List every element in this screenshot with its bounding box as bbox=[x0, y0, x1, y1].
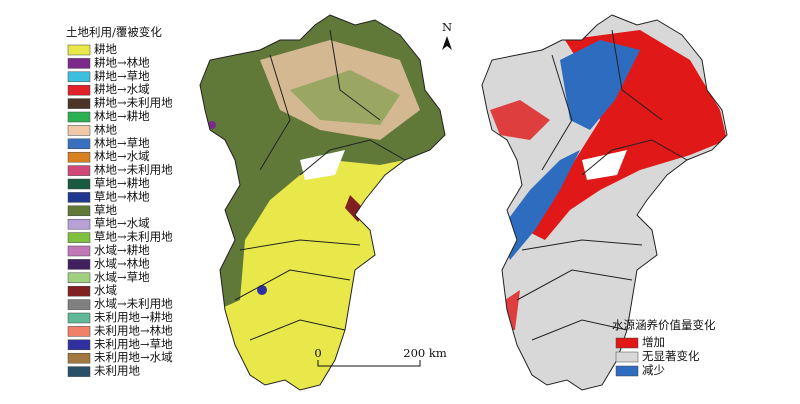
water-value-map bbox=[481, 14, 728, 391]
scale-end: 200 km bbox=[403, 346, 447, 360]
legend-swatch bbox=[615, 337, 639, 349]
legend-label: 水域→耕地 bbox=[94, 243, 150, 257]
legend-swatch bbox=[67, 326, 91, 337]
legend-swatch bbox=[67, 98, 91, 109]
legend-swatch bbox=[615, 351, 639, 363]
legend-label: 水域 bbox=[94, 283, 117, 297]
legend-label: 未利用地→水域 bbox=[94, 350, 173, 364]
legend-swatch bbox=[67, 71, 91, 83]
legend-swatch bbox=[67, 84, 91, 96]
legend-swatch bbox=[67, 111, 91, 123]
legend-label: 水域→未利用地 bbox=[94, 297, 173, 311]
legend-swatch bbox=[67, 44, 91, 56]
legend-swatch bbox=[615, 365, 639, 377]
legend-swatch bbox=[67, 151, 91, 163]
legend-swatch bbox=[67, 125, 91, 136]
legend-label: 未利用地→草地 bbox=[94, 337, 173, 351]
legend-swatch bbox=[67, 366, 91, 377]
legend-swatch bbox=[67, 259, 91, 270]
legend-swatch bbox=[67, 312, 91, 324]
legend-label: 耕地→水域 bbox=[94, 82, 150, 96]
value-legend-title: 水源涵养价值量变化 bbox=[612, 318, 716, 332]
north-label: N bbox=[442, 20, 452, 34]
legend-label: 耕地→未利用地 bbox=[94, 96, 173, 110]
legend-label: 水域→草地 bbox=[94, 270, 150, 284]
legend-label: 草地→水域 bbox=[94, 216, 150, 230]
legend-swatch bbox=[67, 165, 91, 176]
legend-label: 草地→未利用地 bbox=[94, 230, 173, 244]
legend-label: 无显著变化 bbox=[642, 349, 700, 363]
legend-label: 林地 bbox=[94, 122, 117, 136]
legend-label: 耕地→草地 bbox=[94, 69, 150, 83]
legend-label: 林地→未利用地 bbox=[94, 163, 173, 177]
legend-swatch bbox=[67, 232, 91, 243]
north-arrow: N bbox=[442, 20, 452, 50]
legend-label: 未利用地→林地 bbox=[94, 323, 173, 337]
legend-title: 土地利用/覆被变化 bbox=[66, 25, 162, 39]
legend-label: 减少 bbox=[642, 363, 665, 377]
legend-swatch bbox=[67, 205, 91, 217]
legend-label: 耕地 bbox=[94, 42, 117, 56]
legend-swatch bbox=[67, 178, 91, 190]
legend-swatch bbox=[67, 299, 91, 310]
legend-swatch bbox=[67, 339, 91, 351]
scale-bar: 0 200 km bbox=[314, 346, 447, 367]
legend-swatch bbox=[67, 138, 91, 150]
legend-swatch bbox=[67, 58, 91, 69]
legend-label: 水域→林地 bbox=[94, 256, 150, 270]
legend-label: 林地→水域 bbox=[94, 149, 150, 163]
legend-label: 林地→草地 bbox=[94, 136, 150, 150]
scale-start: 0 bbox=[314, 346, 321, 360]
legend-label: 草地→耕地 bbox=[94, 176, 150, 190]
legend-label: 草地 bbox=[94, 203, 117, 217]
legend-swatch bbox=[67, 245, 91, 257]
land-use-map bbox=[199, 14, 446, 391]
legend-label: 草地→林地 bbox=[94, 189, 150, 203]
legend-label: 林地→耕地 bbox=[94, 109, 150, 123]
legend-swatch bbox=[67, 352, 91, 364]
legend-label: 耕地→林地 bbox=[94, 55, 150, 69]
legend-swatch bbox=[67, 218, 91, 230]
legend-swatch bbox=[67, 285, 91, 297]
legend-label: 未利用地 bbox=[94, 364, 140, 378]
legend-swatch bbox=[67, 192, 91, 203]
legend-label: 增加 bbox=[642, 335, 665, 349]
legend-swatch bbox=[67, 272, 91, 284]
legend-label: 未利用地→耕地 bbox=[94, 310, 173, 324]
